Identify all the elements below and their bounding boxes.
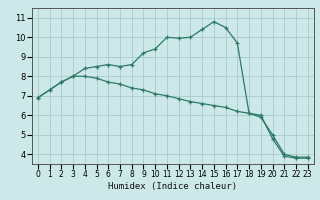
X-axis label: Humidex (Indice chaleur): Humidex (Indice chaleur) <box>108 182 237 191</box>
